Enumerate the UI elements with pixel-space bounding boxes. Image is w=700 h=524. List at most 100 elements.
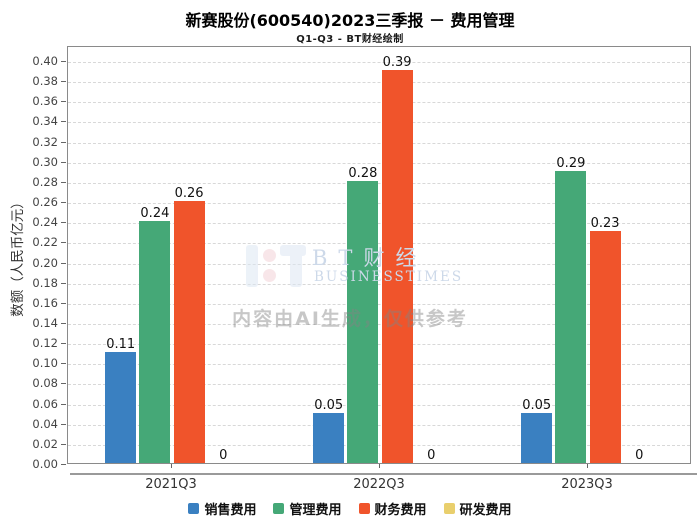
gridline xyxy=(68,263,690,265)
y-tick-label: 0.20 xyxy=(32,255,58,270)
bar-value-label: 0.23 xyxy=(590,216,620,232)
y-tick-label: 0.12 xyxy=(32,336,58,351)
gridline xyxy=(68,203,690,205)
legend: 销售费用 管理费用 财务费用 研发费用 xyxy=(0,498,700,518)
bar-value-label: 0 xyxy=(219,448,228,463)
gridline xyxy=(68,102,690,104)
bar xyxy=(555,170,587,463)
y-tick-mark xyxy=(61,302,66,304)
gridline xyxy=(68,444,690,446)
bar xyxy=(105,352,137,463)
y-tick-mark xyxy=(61,81,66,83)
gridline xyxy=(68,303,690,305)
legend-item: 管理费用 xyxy=(273,499,342,518)
y-tick-label: 0.38 xyxy=(32,74,58,89)
bar xyxy=(381,70,413,463)
chart-title: 新赛股份(600540)2023三季报 － 费用管理 xyxy=(185,11,515,30)
bar xyxy=(347,180,379,463)
bar-value-label: 0.05 xyxy=(314,397,344,413)
y-tick-mark xyxy=(61,322,66,324)
legend-label: 财务费用 xyxy=(374,502,427,518)
y-tick-label: 0.24 xyxy=(32,215,58,230)
legend-label: 管理费用 xyxy=(289,502,342,518)
y-tick-mark xyxy=(61,363,66,365)
bar-value-label: 0 xyxy=(635,448,644,463)
legend-item: 销售费用 xyxy=(188,499,256,518)
y-tick-mark xyxy=(61,423,66,425)
x-tick-label: 2022Q3 xyxy=(353,477,405,492)
y-tick-mark xyxy=(61,443,66,445)
y-tick-label: 0.06 xyxy=(32,396,58,411)
bar-value-label: 0.05 xyxy=(522,397,552,413)
y-tick-mark xyxy=(61,101,66,103)
x-tick-label: 2023Q3 xyxy=(561,477,613,492)
legend-item: 财务费用 xyxy=(358,499,427,518)
bar-value-label: 0.28 xyxy=(348,165,378,181)
gridline xyxy=(68,82,690,84)
gridline xyxy=(68,404,690,406)
gridline xyxy=(68,223,690,225)
legend-label: 研发费用 xyxy=(459,502,512,518)
y-tick-mark xyxy=(61,141,66,143)
legend-item: 研发费用 xyxy=(443,499,512,518)
y-tick-label: 0.14 xyxy=(32,315,58,330)
bar-value-label: 0.39 xyxy=(382,55,412,71)
gridline xyxy=(68,182,690,184)
y-tick-label: 0.02 xyxy=(32,436,58,451)
chart-subtitle: Q1-Q3 - BT财经绘制 xyxy=(296,34,404,45)
gridline xyxy=(68,364,690,366)
x-tick-mark xyxy=(587,464,588,468)
y-tick-mark xyxy=(61,464,66,465)
gridline xyxy=(68,424,690,426)
y-tick-label: 0.36 xyxy=(32,94,58,109)
gridline xyxy=(68,142,690,144)
y-tick-mark xyxy=(61,202,66,204)
y-tick-label: 0.34 xyxy=(32,114,58,129)
y-tick-label: 0.28 xyxy=(32,174,58,189)
bar-value-label: 0.11 xyxy=(106,337,136,353)
bar xyxy=(313,412,345,463)
gridline xyxy=(68,122,690,124)
gridline xyxy=(68,62,690,63)
y-tick-label: 0.40 xyxy=(32,54,58,68)
bar-value-label: 0.24 xyxy=(140,206,170,222)
gridline xyxy=(68,243,690,245)
y-tick-label: 0.18 xyxy=(32,275,58,290)
gridline xyxy=(68,162,690,164)
y-tick-label: 0.10 xyxy=(32,356,58,371)
bar xyxy=(173,201,205,463)
bar-value-label: 0.26 xyxy=(174,186,204,202)
y-tick-mark xyxy=(61,181,66,183)
y-tick-label: 0.04 xyxy=(32,416,58,431)
legend-swatch xyxy=(273,502,285,514)
y-tick-label: 0.32 xyxy=(32,134,58,149)
x-tick-label: 2021Q3 xyxy=(145,477,197,492)
y-tick-label: 0.30 xyxy=(32,154,58,169)
y-tick-mark xyxy=(61,282,66,284)
gridline xyxy=(68,283,690,285)
y-tick-mark xyxy=(61,262,66,264)
bar-value-label: 0 xyxy=(427,448,436,463)
y-tick-label: 0.00 xyxy=(32,457,58,471)
y-tick-label: 0.08 xyxy=(32,376,58,391)
y-tick-mark xyxy=(61,121,66,123)
legend-swatch xyxy=(358,502,370,514)
y-tick-mark xyxy=(61,61,66,62)
y-tick-mark xyxy=(61,343,66,345)
y-tick-mark xyxy=(61,222,66,224)
bar xyxy=(589,231,621,463)
x-tick-mark xyxy=(171,464,172,468)
bar-value-label: 0.29 xyxy=(556,155,586,171)
y-tick-label: 0.16 xyxy=(32,295,58,310)
legend-swatch xyxy=(443,502,455,514)
x-axis-line xyxy=(70,473,697,475)
plot-area: 0.11 0.24 0.26 0 0.05 0.28 0.39 0 0.05 0.29 0.23 0 xyxy=(67,46,691,464)
x-tick-mark xyxy=(379,464,380,468)
legend-label: 销售费用 xyxy=(204,502,257,518)
bar xyxy=(139,221,171,463)
y-tick-label: 0.26 xyxy=(32,195,58,210)
bar xyxy=(521,412,553,463)
gridline xyxy=(68,344,690,346)
gridline xyxy=(68,384,690,386)
